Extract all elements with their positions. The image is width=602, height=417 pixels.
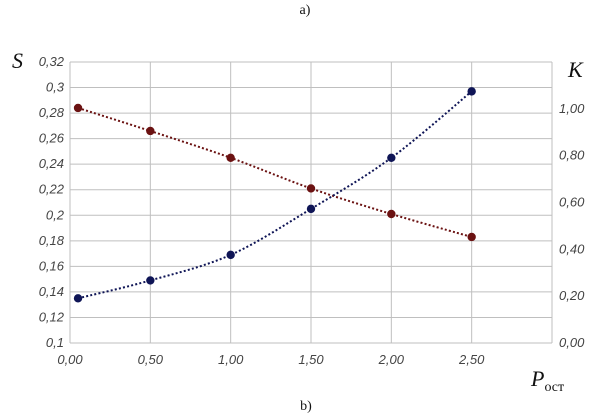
y-right-tick-label: 0,40 <box>559 241 585 256</box>
series-2-point <box>226 250 235 260</box>
series-2-line <box>77 90 473 300</box>
y-left-tick-label: 0,2 <box>46 207 65 222</box>
x-tick-label: 1,50 <box>298 352 324 367</box>
series-1-point <box>306 184 316 193</box>
series-1-point <box>146 126 155 136</box>
x-tick-label: 0,00 <box>57 352 83 367</box>
y-left-tick-label: 0,26 <box>39 131 65 146</box>
y-left-tick-label: 0,14 <box>39 284 64 299</box>
series-group <box>73 87 476 303</box>
y-left-tick-label: 0,32 <box>39 54 65 69</box>
left-tick-labels: 0,1 0,12 0,14 0,16 0,18 0,2 0,22 0,24 0,26 0,28 0,… <box>39 54 65 350</box>
y-left-tick-label: 0,28 <box>39 105 65 120</box>
series-2-point <box>73 294 83 303</box>
series-1-point <box>73 103 83 113</box>
y-left-tick-label: 0,12 <box>39 309 65 324</box>
x-tick-label: 0,50 <box>138 352 164 367</box>
y-left-tick-label: 0,24 <box>39 156 64 171</box>
series-2-point <box>146 276 155 285</box>
y-right-tick-label: 0,00 <box>559 335 585 350</box>
panel-bottom-label: b) <box>300 399 312 414</box>
series-1-point <box>467 232 476 242</box>
x-axis-title-subscript: ост <box>544 380 564 395</box>
series-1-point <box>387 209 396 219</box>
x-tick-labels: 0,00 0,50 1,00 1,50 2,00 2,50 <box>57 352 485 367</box>
y-left-tick-label: 0,3 <box>46 80 65 95</box>
y-right-tick-label: 0,20 <box>559 288 585 303</box>
right-tick-labels: 0,00 0,20 0,40 0,60 0,80 1,00 <box>559 101 585 350</box>
series-2-point <box>467 87 476 96</box>
panel-top-label: a) <box>300 3 311 18</box>
y-left-tick-label: 0,22 <box>39 182 65 197</box>
y-left-axis-title: S <box>12 48 23 73</box>
y-left-tick-label: 0,16 <box>39 258 65 273</box>
y-left-tick-label: 0,1 <box>46 335 64 350</box>
y-left-tick-label: 0,18 <box>39 233 65 248</box>
y-right-tick-label: 0,80 <box>559 148 585 163</box>
x-axis-title: Pост <box>530 366 564 395</box>
y-right-tick-label: 1,00 <box>559 101 585 116</box>
y-right-tick-label: 0,60 <box>559 195 585 210</box>
x-tick-label: 2,50 <box>458 352 485 367</box>
series-2-point <box>306 204 316 214</box>
grid <box>69 61 553 344</box>
x-axis-title-main: P <box>530 366 544 391</box>
x-tick-label: 1,00 <box>218 352 244 367</box>
series-2-point <box>387 153 396 162</box>
series-1-line <box>77 107 472 238</box>
series-1-point <box>226 153 235 162</box>
y-right-axis-title: K <box>567 57 584 82</box>
x-tick-label: 2,00 <box>378 352 405 367</box>
